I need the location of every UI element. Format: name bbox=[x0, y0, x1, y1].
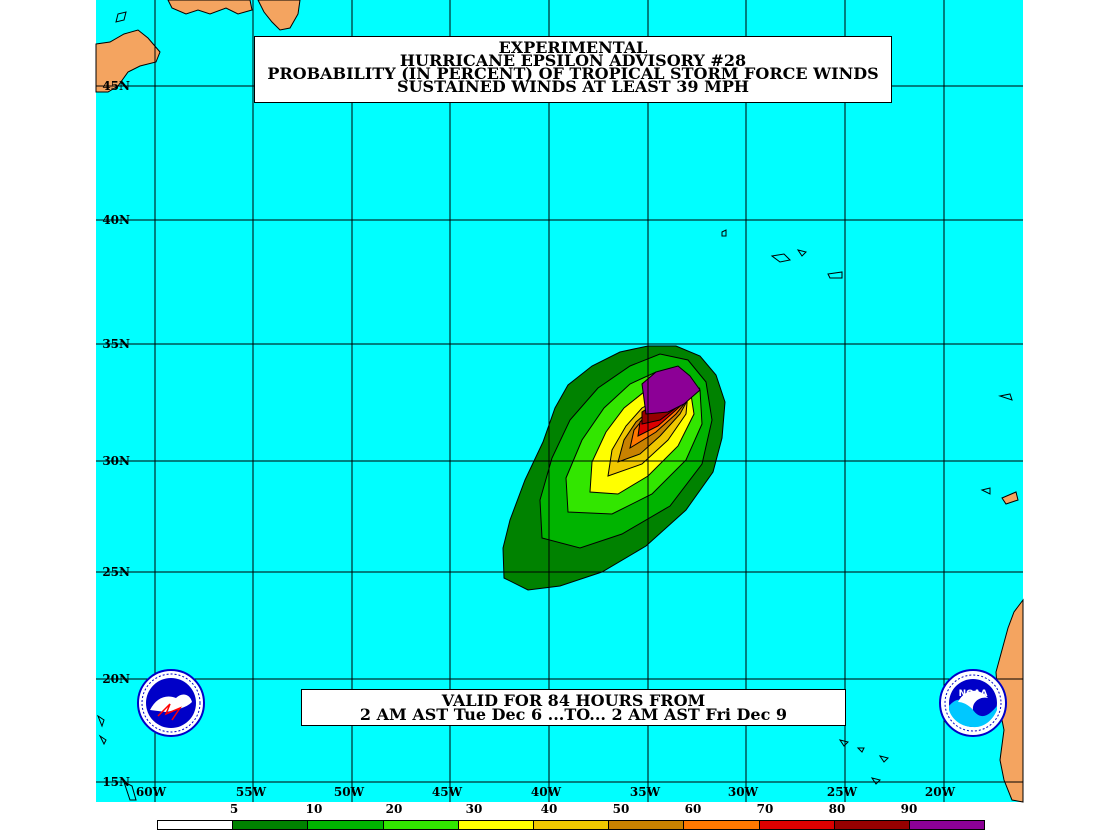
valid-line-1: VALID FOR 84 HOURS FROM bbox=[441, 691, 706, 710]
cape-verde-island bbox=[878, 755, 889, 763]
legend-swatch-0 bbox=[158, 821, 234, 829]
legend-color-bar bbox=[157, 820, 985, 830]
legend-swatch-9 bbox=[834, 821, 910, 829]
lat-label-25n: 25N bbox=[102, 565, 130, 579]
legend-tick-90: 90 bbox=[900, 802, 918, 816]
title-line-3: PROBABILITY (IN PERCENT) OF TROPICAL STO… bbox=[267, 64, 879, 83]
nova-scotia-land bbox=[95, 29, 161, 93]
lon-label-30w: 30W bbox=[727, 785, 759, 799]
azores-island bbox=[721, 229, 727, 237]
caribbean-island bbox=[123, 781, 137, 801]
legend-tick-70: 70 bbox=[756, 802, 774, 816]
title-line-2: HURRICANE EPSILON ADVISORY #28 bbox=[399, 51, 747, 70]
title-line-4: SUSTAINED WINDS AT LEAST 39 MPH bbox=[397, 77, 749, 96]
legend-swatch-7 bbox=[684, 821, 760, 829]
lon-label-35w: 35W bbox=[629, 785, 661, 799]
newfoundland-east-land bbox=[257, 0, 301, 31]
legend-swatch-8 bbox=[759, 821, 835, 829]
lat-label-40n: 40N bbox=[102, 213, 130, 227]
canary-island bbox=[980, 487, 991, 495]
noaa-logo-text: NOAA bbox=[959, 689, 988, 699]
azores-island bbox=[827, 271, 843, 279]
probability-contours bbox=[502, 345, 726, 591]
canary-island bbox=[1001, 491, 1019, 505]
legend-swatch-6 bbox=[609, 821, 685, 829]
lon-label-45w: 45W bbox=[431, 785, 463, 799]
azores-island bbox=[770, 253, 792, 263]
cape-verde-island bbox=[856, 747, 865, 753]
legend-swatch-5 bbox=[533, 821, 610, 829]
legend-tick-50: 50 bbox=[612, 802, 630, 816]
lon-label-25w: 25W bbox=[826, 785, 858, 799]
caribbean-island bbox=[96, 714, 105, 728]
legend-swatch-3 bbox=[383, 821, 459, 829]
legend-tick-10: 10 bbox=[305, 802, 323, 816]
valid-line-2: 2 AM AST Tue Dec 6 ...TO... 2 AM AST Fri… bbox=[359, 705, 788, 724]
lon-label-50w: 50W bbox=[333, 785, 365, 799]
legend-swatch-10 bbox=[909, 821, 985, 829]
azores-island bbox=[796, 249, 807, 257]
contour-90-percent bbox=[641, 365, 701, 415]
lon-label-20w: 20W bbox=[924, 785, 956, 799]
lat-label-15n: 15N bbox=[102, 775, 130, 789]
valid-time-box: VALID FOR 84 HOURS FROM 2 AM AST Tue Dec… bbox=[301, 689, 846, 726]
island-outline bbox=[115, 11, 127, 23]
lat-label-20n: 20N bbox=[102, 672, 130, 686]
legend-swatch-1 bbox=[233, 821, 309, 829]
madeira-island bbox=[998, 393, 1013, 401]
legend-swatch-4 bbox=[458, 821, 534, 829]
legend-tick-20: 20 bbox=[385, 802, 403, 816]
legend-tick-80: 80 bbox=[828, 802, 846, 816]
legend-tick-40: 40 bbox=[540, 802, 558, 816]
newfoundland-land bbox=[167, 0, 253, 15]
national-weather-service-logo bbox=[137, 669, 205, 737]
lon-label-40w: 40W bbox=[530, 785, 562, 799]
legend-tick-30: 30 bbox=[465, 802, 483, 816]
lat-label-30n: 30N bbox=[102, 454, 130, 468]
legend-swatch-2 bbox=[308, 821, 384, 829]
cape-verde-island bbox=[838, 739, 849, 747]
lat-label-35n: 35N bbox=[102, 337, 130, 351]
caribbean-island bbox=[98, 734, 107, 746]
noaa-logo: NOAA bbox=[939, 669, 1007, 737]
title-line-1: EXPERIMENTAL bbox=[498, 38, 648, 57]
lon-label-60w: 60W bbox=[135, 785, 167, 799]
lon-label-55w: 55W bbox=[235, 785, 267, 799]
legend-tick-60: 60 bbox=[684, 802, 702, 816]
legend-tick-5: 5 bbox=[229, 802, 239, 816]
map-title-box: EXPERIMENTAL HURRICANE EPSILON ADVISORY … bbox=[254, 36, 892, 103]
lat-label-45n: 45N bbox=[102, 79, 130, 93]
